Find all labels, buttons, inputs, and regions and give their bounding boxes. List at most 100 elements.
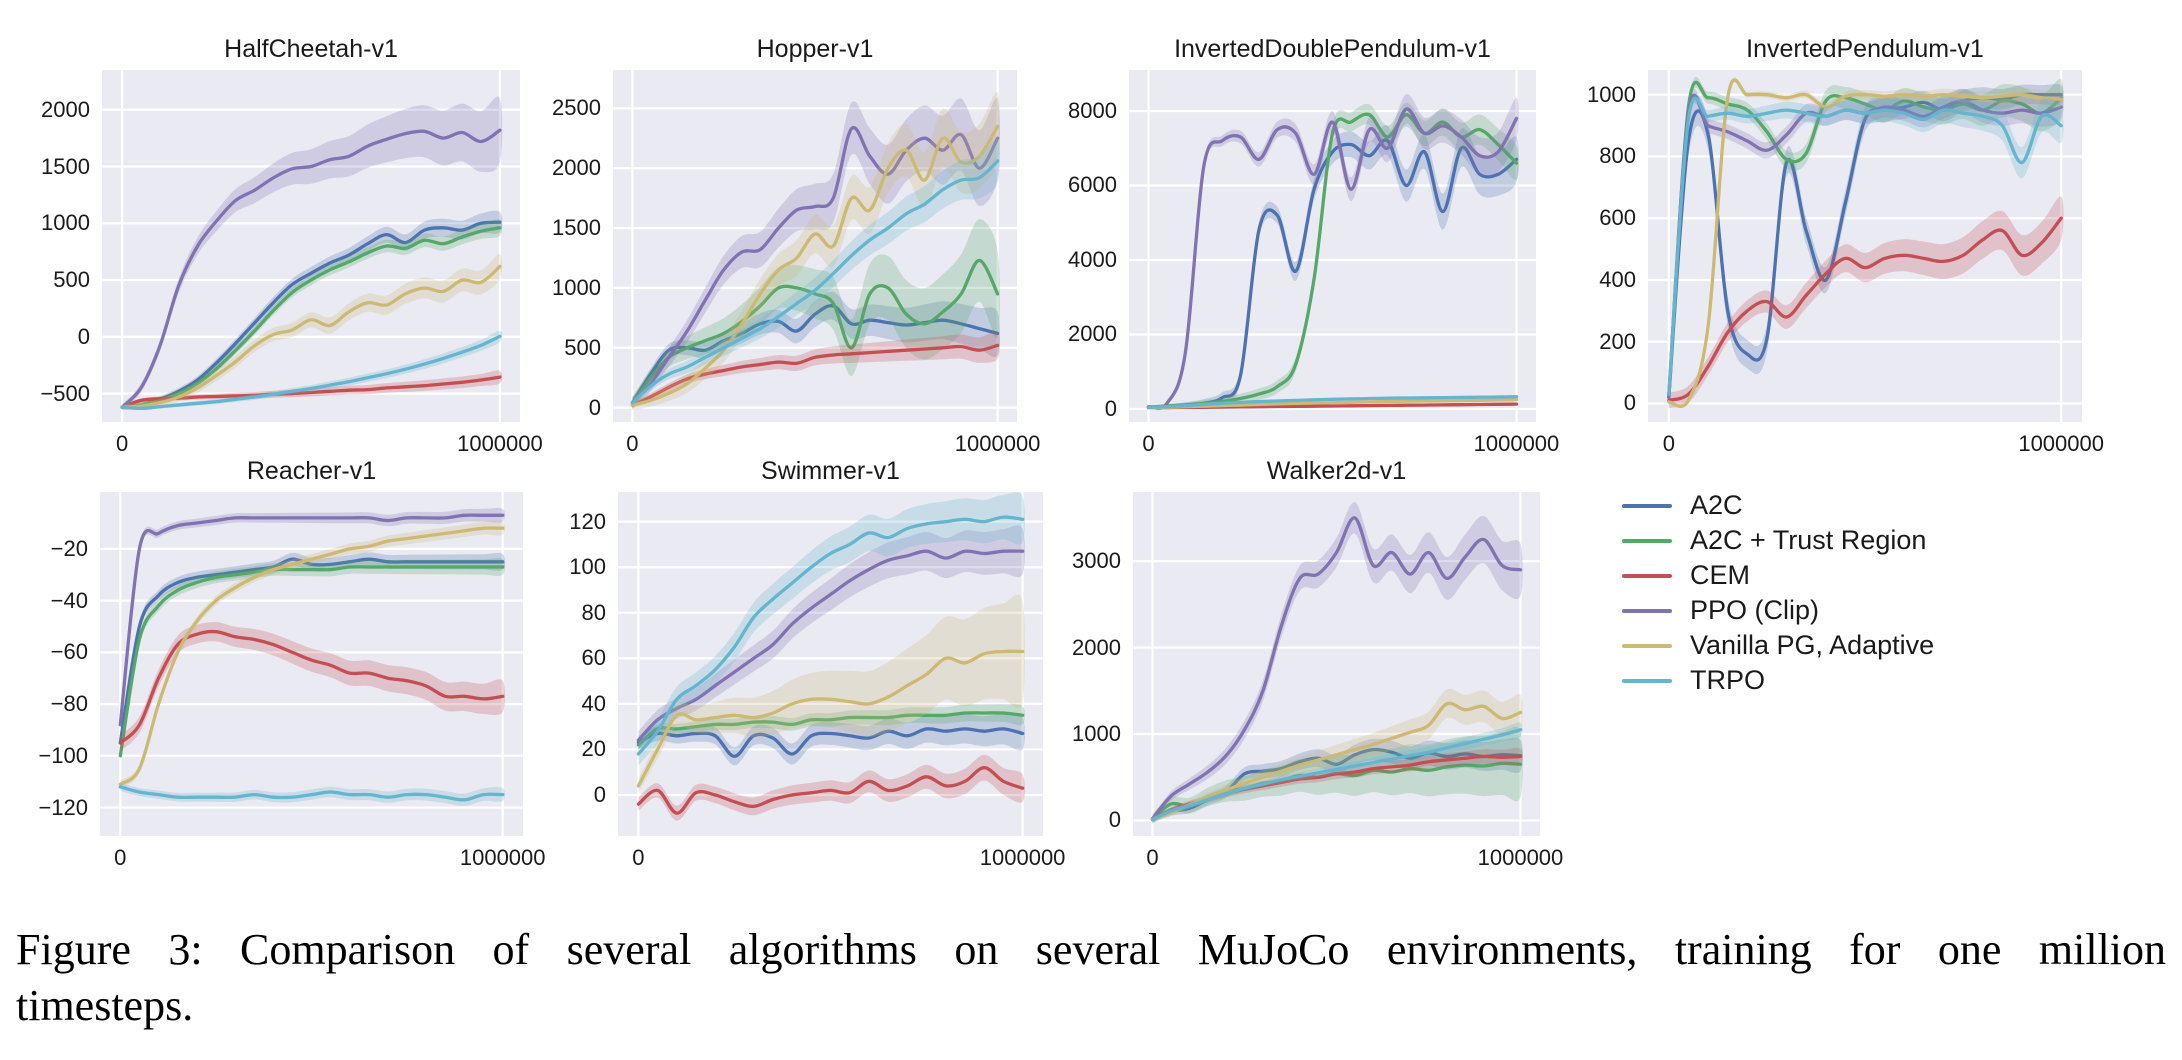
plot-title-reacher-v1: Reacher-v1 — [246, 457, 377, 485]
ytick-label-walker2d-v1: 0 — [1108, 807, 1121, 833]
legend-entry-vanilla-pg-adaptive: Vanilla PG, Adaptive — [1622, 628, 1934, 663]
line-trpo — [636, 515, 1025, 756]
line-a2c-trust-region — [630, 258, 1000, 405]
legend-label-trpo: TRPO — [1690, 665, 1766, 695]
ytick-label-inverteddoublependulum-v1: 2000 — [1068, 321, 1117, 347]
line-a2c — [120, 220, 502, 409]
ytick-label-halfcheetah-v1: 1000 — [41, 210, 90, 236]
legend-entry-cem: CEM — [1622, 558, 1934, 593]
figure-legend: A2C A2C + Trust Region CEM PPO (Clip) Vanill… — [1622, 488, 1934, 698]
band-a2c-trust-region — [122, 219, 503, 410]
xtick-label-hopper-v1: 0 — [626, 431, 639, 456]
line-ppo-clip- — [120, 128, 502, 409]
ytick-label-hopper-v1: 500 — [564, 334, 601, 360]
plot-title-halfcheetah-v1: HalfCheetah-v1 — [224, 35, 398, 63]
ytick-label-hopper-v1: 2000 — [552, 155, 601, 181]
line-ppo-clip- — [1150, 516, 1523, 821]
band-a2c-trust-region — [632, 219, 1000, 409]
xtick-label-hopper-v1: 1000000 — [954, 431, 1041, 456]
ytick-label-swimmer-v1: 80 — [581, 599, 606, 625]
line-cem — [120, 375, 502, 409]
legend-label-cem: CEM — [1690, 560, 1750, 590]
line-ppo-clip- — [636, 549, 1025, 742]
band-a2c — [632, 291, 1000, 408]
line-ppo-clip- — [118, 513, 505, 727]
band-trpo — [1152, 722, 1523, 822]
xtick-label-reacher-v1: 0 — [114, 845, 127, 870]
legend-label-a2c: A2C — [1690, 490, 1743, 520]
ytick-label-swimmer-v1: 100 — [569, 554, 606, 580]
band-a2c — [1152, 737, 1523, 823]
line-vanilla-pg-adaptive — [1146, 398, 1519, 410]
caption-line-1: Figure 3: Comparison of several algorith… — [16, 925, 2166, 974]
legend-entry-a2c: A2C — [1622, 488, 1934, 523]
ytick-label-reacher-v1: −40 — [50, 587, 88, 613]
ytick-label-reacher-v1: −20 — [50, 535, 88, 561]
plot-title-inverteddoublependulum-v1: InvertedDoublePendulum-v1 — [1174, 35, 1491, 63]
ytick-label-swimmer-v1: 40 — [581, 690, 606, 716]
ytick-label-inverteddoublependulum-v1: 6000 — [1068, 172, 1117, 198]
ytick-label-hopper-v1: 2500 — [552, 95, 601, 121]
legend-line-icon-a2c-trust-region — [1622, 538, 1672, 543]
xtick-label-swimmer-v1: 0 — [632, 845, 645, 870]
ytick-label-inverteddoublependulum-v1: 0 — [1104, 395, 1117, 421]
ytick-label-walker2d-v1: 2000 — [1072, 634, 1121, 660]
ytick-label-reacher-v1: −100 — [38, 742, 88, 768]
line-trpo — [1146, 395, 1519, 410]
ytick-label-halfcheetah-v1: 2000 — [41, 96, 90, 122]
xtick-label-inverteddoublependulum-v1: 1000000 — [1473, 431, 1560, 456]
ytick-label-inverteddoublependulum-v1: 8000 — [1068, 97, 1117, 123]
ytick-label-hopper-v1: 0 — [588, 394, 601, 420]
plot-axes-halfcheetah-v1 — [102, 70, 520, 422]
line-vanilla-pg-adaptive — [630, 124, 1000, 407]
line-a2c — [630, 303, 1000, 405]
legend-line-icon-trpo — [1622, 678, 1672, 683]
ytick-label-hopper-v1: 1500 — [552, 215, 601, 241]
line-ppo-clip- — [1146, 107, 1519, 410]
xtick-label-walker2d-v1: 0 — [1146, 845, 1159, 870]
plot-axes-swimmer-v1 — [618, 492, 1043, 836]
band-ppo-clip- — [120, 507, 506, 729]
line-a2c-trust-region — [1667, 80, 2063, 399]
ytick-label-reacher-v1: −60 — [50, 639, 88, 665]
line-a2c — [636, 727, 1025, 758]
ytick-label-walker2d-v1: 1000 — [1072, 721, 1121, 746]
ytick-label-walker2d-v1: 3000 — [1072, 548, 1121, 574]
band-vanilla-pg-adaptive — [638, 594, 1025, 793]
ytick-label-inverteddoublependulum-v1: 4000 — [1068, 246, 1117, 272]
band-cem — [120, 621, 506, 751]
band-cem — [1668, 196, 2064, 409]
plot-axes-reacher-v1 — [100, 492, 523, 836]
plot-axes-hopper-v1 — [613, 70, 1017, 422]
plot-axes-walker2d-v1 — [1133, 492, 1540, 836]
band-vanilla-pg-adaptive — [632, 91, 1000, 410]
legend-entry-trpo: TRPO — [1622, 663, 1934, 698]
ytick-label-hopper-v1: 1000 — [552, 274, 601, 300]
legend-line-icon-vanilla-pg-adaptive — [1622, 643, 1672, 648]
line-cem — [630, 343, 1000, 407]
legend-entry-a2c-trust-region: A2C + Trust Region — [1622, 523, 1934, 558]
ytick-label-reacher-v1: −120 — [38, 794, 88, 820]
caption-line-2: timesteps. — [16, 981, 194, 1030]
line-cem — [1667, 216, 2063, 403]
line-vanilla-pg-adaptive — [1150, 701, 1523, 822]
ytick-label-halfcheetah-v1: 500 — [53, 267, 90, 293]
band-ppo-clip- — [1668, 88, 2064, 404]
band-trpo — [632, 138, 1000, 407]
band-cem — [1152, 747, 1523, 823]
plot-axes-invertedpendulum-v1 — [1648, 70, 2082, 422]
xtick-label-reacher-v1: 1000000 — [459, 845, 546, 870]
line-vanilla-pg-adaptive — [120, 264, 502, 409]
line-vanilla-pg-adaptive — [636, 649, 1025, 788]
xtick-label-walker2d-v1: 1000000 — [1477, 845, 1564, 870]
legend-entry-ppo-clip-: PPO (Clip) — [1622, 593, 1934, 628]
band-ppo-clip- — [122, 96, 503, 411]
band-a2c — [638, 713, 1025, 766]
ytick-label-invertedpendulum-v1: 600 — [1599, 205, 1636, 231]
ytick-label-invertedpendulum-v1: 800 — [1599, 143, 1636, 169]
legend-line-icon-a2c — [1622, 503, 1672, 508]
line-trpo — [630, 159, 1000, 405]
ytick-label-halfcheetah-v1: 0 — [77, 323, 90, 349]
band-ppo-clip- — [638, 525, 1025, 750]
